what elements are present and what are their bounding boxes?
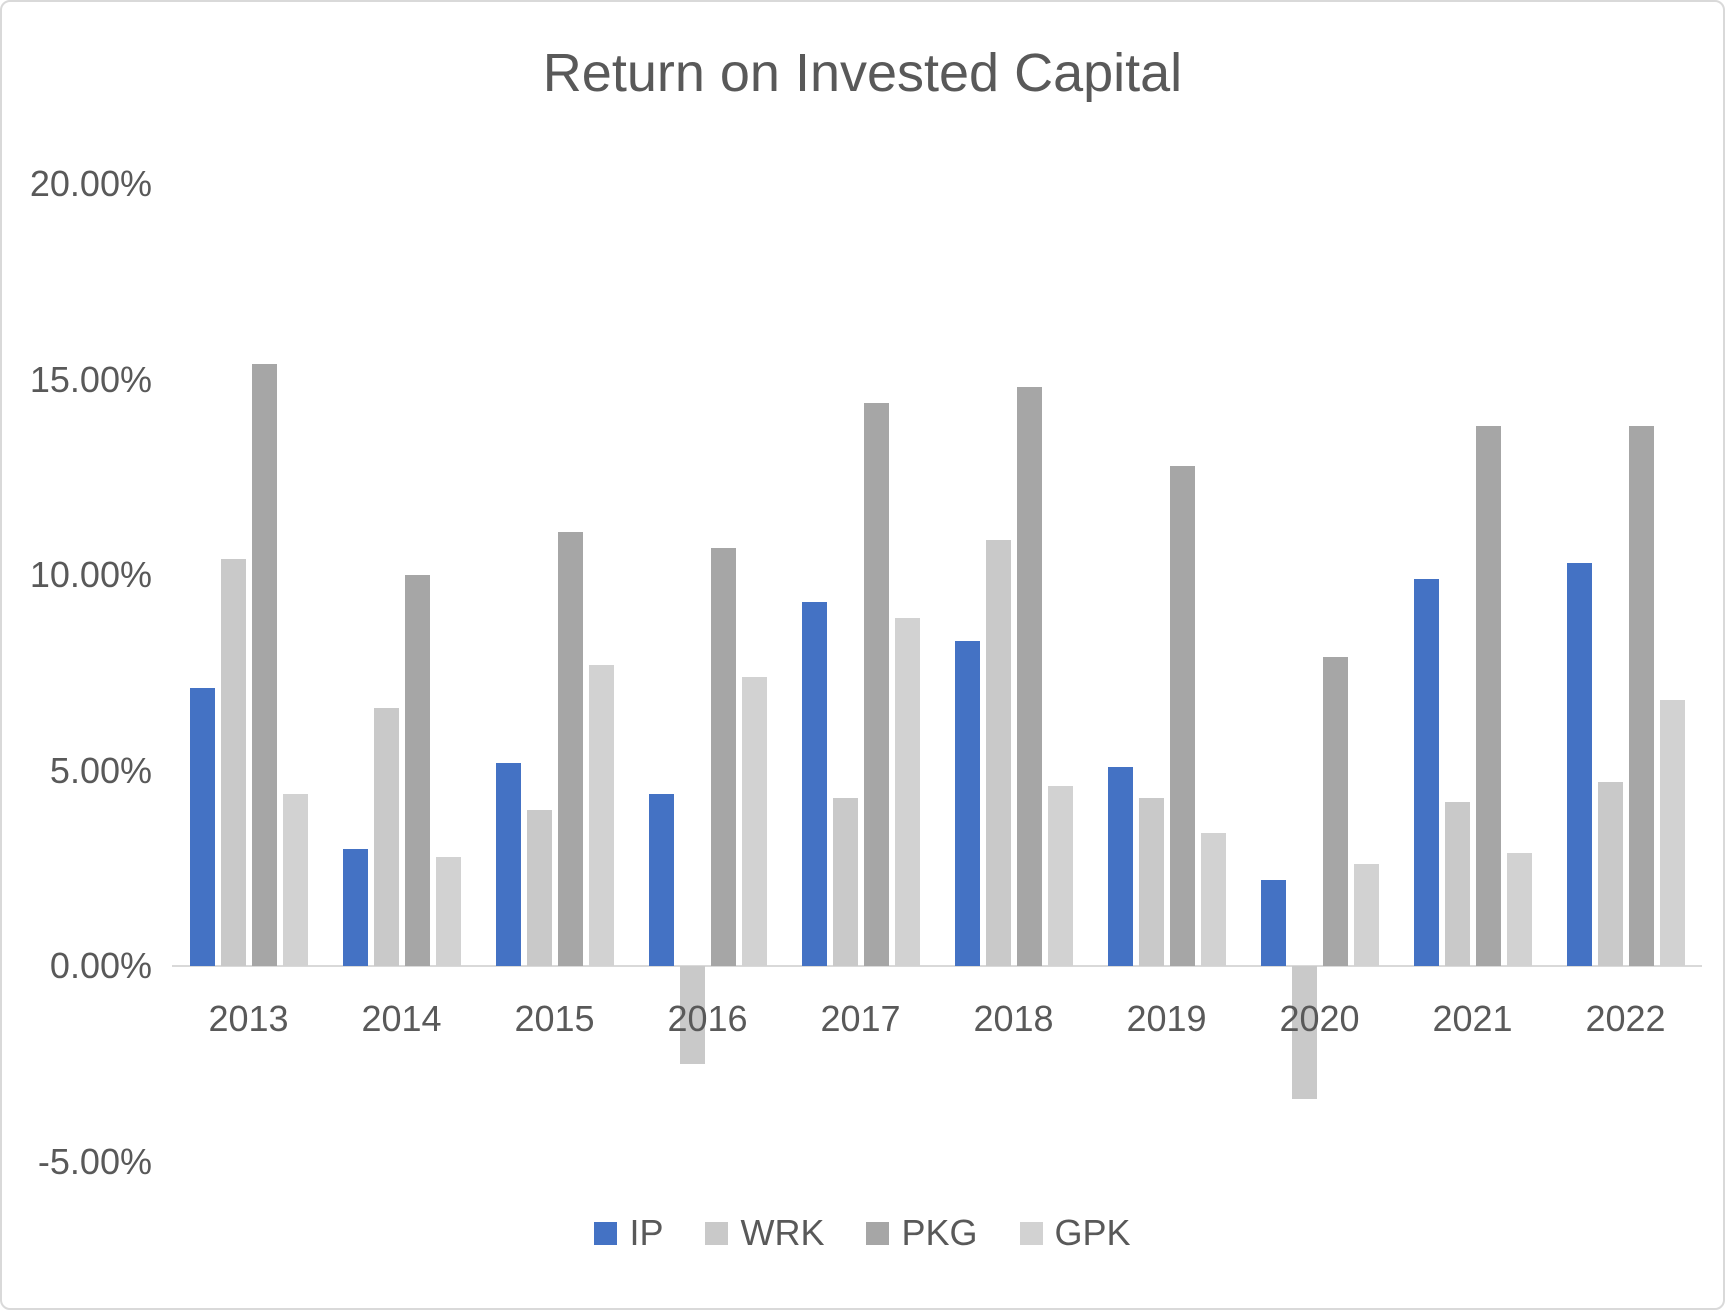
bar-pkg-2022 xyxy=(1628,426,1654,966)
bar-gpk-2022 xyxy=(1659,700,1685,966)
y-axis-tick-label: 0.00% xyxy=(49,945,152,986)
x-axis-label-2020: 2020 xyxy=(1279,998,1360,1039)
x-axis-label-2013: 2013 xyxy=(208,998,289,1039)
x-axis-label-2018: 2018 xyxy=(973,998,1054,1039)
bar-gpk-2017 xyxy=(894,618,920,966)
x-axis-label-2017: 2017 xyxy=(820,998,901,1039)
bar-ip-2020 xyxy=(1260,879,1286,966)
legend-label-wrk: WRK xyxy=(740,1212,825,1253)
legend-item-gpk: GPK xyxy=(1019,1212,1131,1254)
bar-pkg-2015 xyxy=(557,531,583,966)
bar-ip-2017 xyxy=(801,602,827,966)
legend: IP WRK PKG GPK xyxy=(2,1212,1723,1254)
bar-ip-2022 xyxy=(1566,563,1592,966)
y-axis-tick-label: 5.00% xyxy=(49,749,152,791)
bar-pkg-2020 xyxy=(1322,657,1348,966)
bar-ip-2016 xyxy=(648,793,674,966)
bar-wrk-2022 xyxy=(1597,782,1623,966)
bar-wrk-2016 xyxy=(679,966,705,1064)
bar-wrk-2017 xyxy=(832,797,858,966)
bar-gpk-2019 xyxy=(1200,833,1226,966)
bar-wrk-2021 xyxy=(1444,801,1470,966)
y-axis-tick-label: 10.00% xyxy=(29,554,152,595)
bar-gpk-2016 xyxy=(741,676,767,966)
bar-pkg-2017 xyxy=(863,402,889,966)
x-axis-line xyxy=(172,965,1702,967)
legend-label-gpk: GPK xyxy=(1054,1212,1131,1253)
legend-swatch-pkg xyxy=(866,1221,890,1245)
y-axis-tick-label: 15.00% xyxy=(29,358,152,400)
bar-ip-2015 xyxy=(495,762,521,966)
x-axis-label-2019: 2019 xyxy=(1126,998,1207,1039)
bar-ip-2014 xyxy=(342,848,368,966)
legend-item-ip: IP xyxy=(594,1212,663,1254)
bar-ip-2021 xyxy=(1413,578,1439,966)
bar-ip-2018 xyxy=(954,641,980,966)
x-axis-label-2016: 2016 xyxy=(667,998,748,1039)
legend-swatch-gpk xyxy=(1019,1221,1043,1245)
bar-ip-2019 xyxy=(1107,766,1133,966)
bar-wrk-2013 xyxy=(220,559,246,966)
bar-gpk-2015 xyxy=(588,664,614,966)
bar-pkg-2018 xyxy=(1016,387,1042,966)
bar-pkg-2021 xyxy=(1475,426,1501,966)
legend-item-wrk: WRK xyxy=(705,1212,824,1254)
bar-gpk-2014 xyxy=(435,856,461,966)
legend-label-ip: IP xyxy=(629,1212,664,1253)
legend-item-pkg: PKG xyxy=(866,1212,978,1254)
bar-ip-2013 xyxy=(189,688,215,966)
bar-pkg-2013 xyxy=(251,363,277,966)
bar-wrk-2015 xyxy=(526,809,552,966)
bar-wrk-2014 xyxy=(373,707,399,966)
bar-pkg-2016 xyxy=(710,547,736,966)
bar-wrk-2019 xyxy=(1138,797,1164,966)
y-axis-tick-label: -5.00% xyxy=(37,1140,152,1182)
bar-pkg-2014 xyxy=(404,575,430,966)
x-axis-label-2015: 2015 xyxy=(514,998,595,1039)
x-axis-label-2021: 2021 xyxy=(1432,998,1513,1039)
legend-label-pkg: PKG xyxy=(901,1212,978,1253)
legend-swatch-ip xyxy=(594,1221,618,1245)
bar-wrk-2018 xyxy=(985,539,1011,966)
x-axis-label-2014: 2014 xyxy=(361,998,442,1039)
bar-pkg-2019 xyxy=(1169,465,1195,966)
y-axis-tick-label: 20.00% xyxy=(29,163,152,204)
bar-gpk-2018 xyxy=(1047,786,1073,966)
x-axis-label-2022: 2022 xyxy=(1585,998,1666,1039)
legend-swatch-wrk xyxy=(705,1221,729,1245)
bar-gpk-2021 xyxy=(1506,852,1532,966)
bar-gpk-2020 xyxy=(1353,864,1379,966)
chart-title: Return on Invested Capital xyxy=(542,43,1183,103)
bar-gpk-2013 xyxy=(282,793,308,966)
bar-wrk-2020 xyxy=(1291,966,1317,1099)
